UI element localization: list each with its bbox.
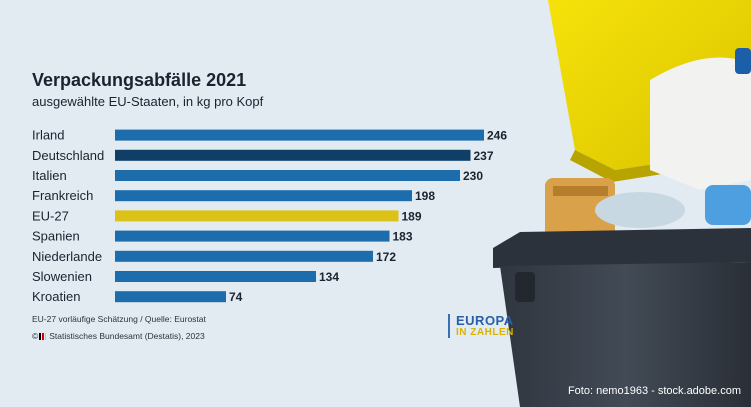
bar-deutschland [115,149,471,161]
chart-subtitle: ausgewählte EU-Staaten, in kg pro Kopf [32,94,264,109]
copyright-notice: © Statistisches Bundesamt (Destatis), 20… [32,331,205,341]
value-label-spanien: 183 [393,230,413,244]
bar-eu-27 [115,210,399,222]
bar-irland [115,129,484,141]
value-label-kroatien: 74 [229,290,243,304]
category-label-italien: Italien [32,168,67,183]
category-label-irland: Irland [32,128,65,143]
bar-slowenien [115,271,316,282]
value-label-irland: 246 [487,129,507,143]
value-label-eu-27: 189 [402,209,422,223]
value-label-frankreich: 198 [415,189,435,203]
category-label-slowenien: Slowenien [32,269,92,284]
copyright-symbol: © [32,331,39,341]
category-label-spanien: Spanien [32,229,80,244]
category-label-eu-27: EU-27 [32,208,69,223]
flag-icon [39,332,47,340]
chart-title: Verpackungsabfälle 2021 [32,70,247,90]
bar-spanien [115,230,390,242]
footnote-source: EU-27 vorläufige Schätzung / Quelle: Eur… [32,314,206,324]
brand-line-1: EUROPA [456,313,514,328]
bar-kroatien [115,291,226,303]
europa-in-zahlen-logo: EUROPA IN ZAHLEN [448,313,514,339]
copyright-text: Statistisches Bundesamt (Destatis), 2023 [49,331,205,341]
value-label-italien: 230 [463,169,483,183]
category-label-kroatien: Kroatien [32,289,80,304]
category-label-niederlande: Niederlande [32,249,102,264]
value-label-deutschland: 237 [474,149,494,163]
category-label-frankreich: Frankreich [32,188,93,203]
bar-italien [115,170,460,181]
bar-niederlande [115,250,373,262]
photo-credit: Foto: nemo1963 - stock.adobe.com [567,385,741,397]
value-label-niederlande: 172 [376,250,396,264]
value-label-slowenien: 134 [319,270,339,284]
bar-frankreich [115,190,412,202]
category-label-deutschland: Deutschland [32,148,104,163]
brand-line-2: IN ZAHLEN [456,326,514,338]
